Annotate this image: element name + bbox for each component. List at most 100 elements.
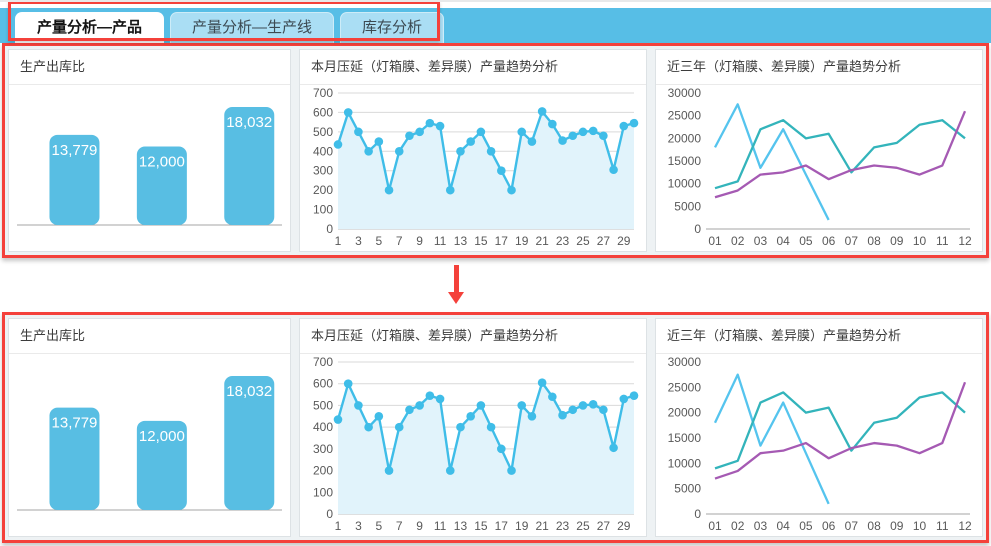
svg-text:12,000: 12,000 [139,428,185,445]
svg-text:600: 600 [313,105,333,119]
svg-text:1: 1 [335,519,342,533]
panel-production-outbound: 生产出库比 13,779 12,000 18,032 [8,318,291,537]
monthly-trend-chart: 0 100 200 300 400 500 600 700 1 3 5 7 9 11 13 15 17 19 21 2… [300,354,646,536]
svg-text:01: 01 [708,519,722,533]
arrow-head-icon [448,292,464,304]
panel-title: 生产出库比 [9,319,290,354]
svg-text:27: 27 [597,519,611,533]
svg-text:25000: 25000 [668,109,702,123]
svg-text:07: 07 [845,234,859,248]
svg-text:01: 01 [708,234,722,248]
svg-text:13: 13 [454,234,468,248]
svg-text:06: 06 [822,519,836,533]
svg-text:02: 02 [731,519,745,533]
dashboard-row-original: 生产出库比 13,779 12,000 18,032 本月压延（灯箱膜、差异膜）产量… [2,43,989,258]
svg-text:25000: 25000 [668,380,702,394]
monthly-trend-chart: 0 100 200 300 400 500 600 700 1 3 5 7 9 11 13 15 17 19 21 2… [300,85,646,251]
tab-bar-background [0,8,991,43]
svg-text:23: 23 [556,234,570,248]
svg-text:10: 10 [913,519,927,533]
svg-text:10000: 10000 [668,456,702,470]
svg-text:10: 10 [913,234,927,248]
svg-text:11: 11 [434,234,447,248]
arrow-shaft [453,265,459,292]
tab-production-product[interactable]: 产量分析—产品 [15,12,165,43]
dashboard-row-duplicate: 生产出库比 13,779 12,000 18,032 本月压延（灯箱膜、差异膜）产量… [2,312,989,543]
svg-text:5000: 5000 [674,199,701,213]
panel-title: 本月压延（灯箱膜、差异膜）产量趋势分析 [300,50,646,85]
svg-text:3: 3 [355,519,362,533]
svg-text:9: 9 [416,519,423,533]
svg-text:17: 17 [495,519,509,533]
svg-text:13: 13 [454,519,468,533]
svg-text:15: 15 [474,519,488,533]
svg-text:04: 04 [777,519,791,533]
svg-text:5: 5 [375,519,382,533]
tab-bar: 产量分析—产品 产量分析—生产线 库存分析 [0,2,991,43]
svg-text:02: 02 [731,234,745,248]
panel-yearly-trend: 近三年（灯箱膜、差异膜）产量趋势分析 0 5000 10000 15000 20000 2… [655,318,983,537]
svg-text:500: 500 [313,125,333,139]
svg-text:12,000: 12,000 [139,153,185,170]
panel-production-outbound: 生产出库比 13,779 12,000 18,032 [8,49,291,252]
svg-text:13,779: 13,779 [52,142,98,159]
panel-title: 本月压延（灯箱膜、差异膜）产量趋势分析 [300,319,646,354]
svg-text:17: 17 [495,234,509,248]
svg-text:27: 27 [597,234,611,248]
svg-text:05: 05 [799,234,813,248]
svg-text:11: 11 [434,519,447,533]
svg-text:400: 400 [313,144,333,158]
svg-text:20000: 20000 [668,406,702,420]
svg-text:200: 200 [313,183,333,197]
svg-text:30000: 30000 [668,86,702,100]
svg-text:19: 19 [515,519,529,533]
svg-text:20000: 20000 [668,131,702,145]
tab-inventory[interactable]: 库存分析 [340,12,445,43]
svg-text:5000: 5000 [674,482,701,496]
tab-strip: 产量分析—产品 产量分析—生产线 库存分析 [15,12,445,43]
svg-text:100: 100 [313,203,333,217]
svg-text:7: 7 [396,519,403,533]
svg-text:300: 300 [313,164,333,178]
svg-text:21: 21 [535,234,549,248]
panel-monthly-trend: 本月压延（灯箱膜、差异膜）产量趋势分析 0 100 200 300 400 500 600 7… [299,318,647,537]
svg-text:700: 700 [313,86,333,100]
panel-monthly-trend: 本月压延（灯箱膜、差异膜）产量趋势分析 0 100 200 300 400 500 600 7… [299,49,647,252]
tab-label: 库存分析 [362,19,423,36]
svg-text:7: 7 [396,234,403,248]
svg-text:0: 0 [326,507,333,521]
svg-text:03: 03 [754,519,768,533]
svg-text:0: 0 [694,222,701,236]
svg-text:09: 09 [890,519,904,533]
svg-text:0: 0 [326,222,333,236]
svg-text:08: 08 [867,519,881,533]
svg-text:5: 5 [375,234,382,248]
svg-text:200: 200 [313,464,333,478]
svg-text:09: 09 [890,234,904,248]
svg-text:06: 06 [822,234,836,248]
tab-production-line[interactable]: 产量分析—生产线 [170,12,335,43]
svg-text:500: 500 [313,398,333,412]
tab-label: 产量分析—产品 [37,19,143,36]
panel-title: 生产出库比 [9,50,290,85]
svg-text:23: 23 [556,519,570,533]
svg-text:15: 15 [474,234,488,248]
svg-text:07: 07 [845,519,859,533]
panel-title: 近三年（灯箱膜、差异膜）产量趋势分析 [656,50,982,85]
bar-chart: 13,779 12,000 18,032 [9,354,290,536]
svg-text:400: 400 [313,420,333,434]
svg-text:11: 11 [936,519,949,533]
svg-text:12: 12 [958,519,972,533]
annotation-arrow-down [448,265,464,304]
svg-text:18,032: 18,032 [226,114,272,131]
svg-text:300: 300 [313,442,333,456]
svg-text:15000: 15000 [668,154,702,168]
svg-text:08: 08 [867,234,881,248]
svg-text:600: 600 [313,377,333,391]
svg-text:13,779: 13,779 [52,415,98,432]
svg-text:30000: 30000 [668,355,702,369]
svg-text:21: 21 [535,519,549,533]
svg-text:15000: 15000 [668,431,702,445]
svg-text:29: 29 [617,234,631,248]
svg-text:12: 12 [958,234,972,248]
